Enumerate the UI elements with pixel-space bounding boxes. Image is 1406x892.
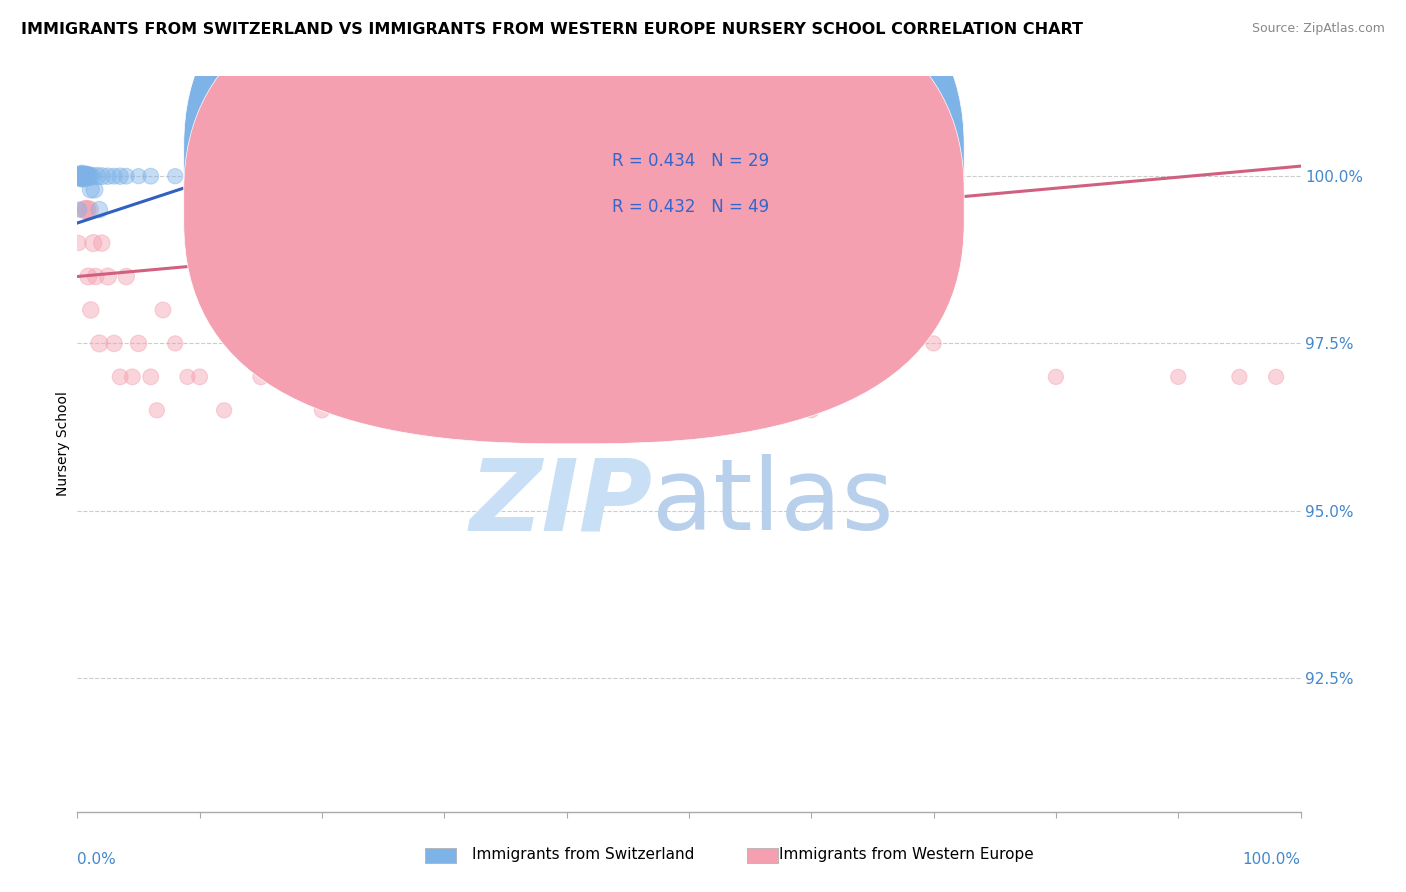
Point	[77, 169, 100, 184]
Point	[76, 169, 98, 184]
Point	[1045, 370, 1067, 384]
FancyBboxPatch shape	[184, 0, 965, 443]
Text: atlas: atlas	[652, 454, 894, 551]
Point	[70, 169, 93, 184]
Point	[188, 370, 211, 384]
Point	[103, 169, 125, 184]
Point	[152, 303, 174, 318]
Point	[72, 169, 94, 184]
Text: R = 0.432   N = 49: R = 0.432 N = 49	[612, 198, 769, 216]
Text: R = 0.434   N = 29: R = 0.434 N = 29	[612, 153, 769, 170]
Point	[90, 236, 112, 251]
Point	[922, 336, 945, 351]
Point	[67, 202, 90, 217]
Point	[76, 169, 98, 184]
Text: 100.0%: 100.0%	[1243, 852, 1301, 867]
Text: Source: ZipAtlas.com: Source: ZipAtlas.com	[1251, 22, 1385, 36]
FancyBboxPatch shape	[530, 128, 811, 242]
Point	[72, 169, 94, 184]
Point	[80, 183, 103, 197]
Point	[70, 169, 93, 184]
Point	[84, 269, 107, 284]
Point	[89, 336, 111, 351]
Point	[176, 370, 198, 384]
Point	[1229, 370, 1251, 384]
Point	[86, 169, 108, 184]
Point	[139, 370, 162, 384]
Y-axis label: Nursery School: Nursery School	[56, 392, 70, 496]
Point	[90, 169, 112, 184]
Point	[555, 403, 578, 417]
Point	[69, 169, 91, 184]
Point	[1265, 370, 1288, 384]
Point	[75, 169, 97, 184]
Point	[75, 169, 97, 184]
Point	[72, 169, 94, 184]
Point	[108, 370, 131, 384]
Point	[75, 169, 97, 184]
Point	[121, 370, 143, 384]
Point	[250, 370, 273, 384]
Point	[103, 336, 125, 351]
FancyBboxPatch shape	[184, 0, 965, 398]
Point	[495, 336, 517, 351]
Bar	[747, 848, 778, 863]
Point	[70, 169, 93, 184]
Text: 0.0%: 0.0%	[77, 852, 117, 867]
Point	[73, 169, 96, 184]
Point	[69, 169, 91, 184]
Point	[70, 169, 93, 184]
Point	[76, 169, 98, 184]
Point	[76, 202, 98, 217]
Point	[127, 169, 149, 184]
Point	[212, 403, 235, 417]
Point	[79, 169, 101, 184]
Point	[69, 169, 91, 184]
Point	[97, 169, 120, 184]
Point	[69, 169, 91, 184]
Point	[127, 336, 149, 351]
Point	[97, 269, 120, 284]
Point	[800, 403, 823, 417]
Point	[67, 169, 90, 184]
Point	[678, 370, 700, 384]
Point	[89, 202, 111, 217]
Point	[115, 169, 138, 184]
Point	[75, 202, 97, 217]
Text: IMMIGRANTS FROM SWITZERLAND VS IMMIGRANTS FROM WESTERN EUROPE NURSERY SCHOOL COR: IMMIGRANTS FROM SWITZERLAND VS IMMIGRANT…	[21, 22, 1083, 37]
Point	[165, 336, 187, 351]
Point	[165, 169, 187, 184]
Point	[146, 403, 169, 417]
Point	[70, 169, 93, 184]
Point	[73, 169, 96, 184]
Point	[79, 202, 101, 217]
Point	[108, 169, 131, 184]
Text: Immigrants from Switzerland: Immigrants from Switzerland	[472, 847, 695, 862]
Point	[287, 370, 309, 384]
Point	[80, 169, 103, 184]
Point	[139, 169, 162, 184]
Point	[83, 183, 105, 197]
Point	[1167, 370, 1189, 384]
Bar	[425, 848, 456, 863]
Point	[67, 236, 90, 251]
Point	[115, 269, 138, 284]
Text: ZIP: ZIP	[470, 454, 652, 551]
Point	[70, 169, 93, 184]
Point	[82, 236, 104, 251]
Point	[433, 336, 456, 351]
Point	[80, 303, 103, 318]
Point	[77, 269, 100, 284]
Text: Immigrants from Western Europe: Immigrants from Western Europe	[779, 847, 1035, 862]
Point	[73, 202, 96, 217]
Point	[72, 169, 94, 184]
Point	[311, 403, 333, 417]
Point	[73, 169, 96, 184]
Point	[371, 370, 394, 384]
